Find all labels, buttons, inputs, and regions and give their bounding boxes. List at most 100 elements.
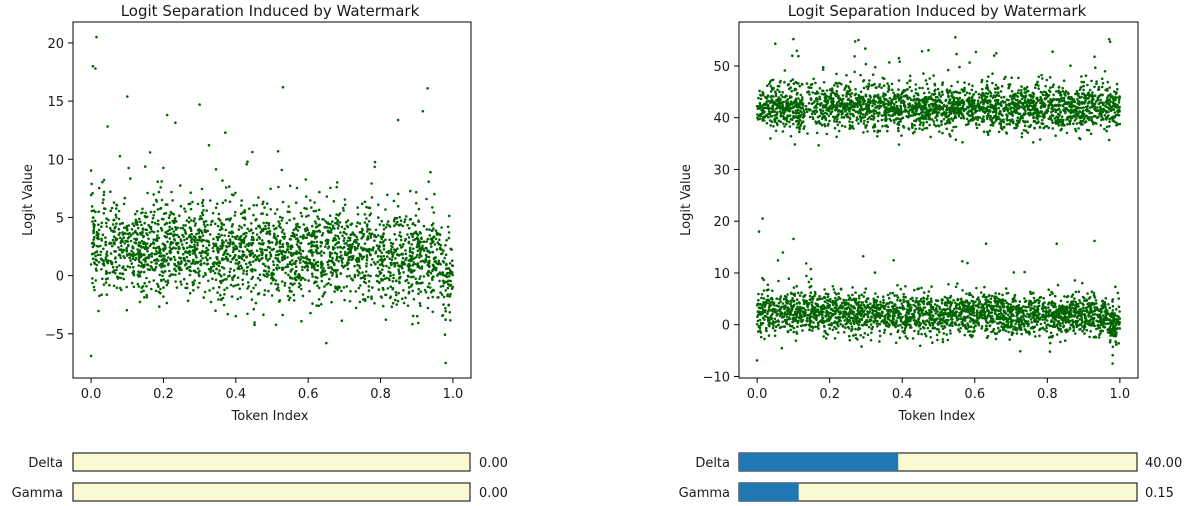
scatter-point xyxy=(983,285,986,289)
delta-slider[interactable]: Delta 0.00 xyxy=(28,452,508,472)
scatter-point xyxy=(172,238,176,241)
scatter-point xyxy=(387,251,391,255)
scatter-point xyxy=(413,256,416,260)
scatter-point xyxy=(214,309,217,313)
scatter-point xyxy=(1096,307,1099,311)
scatter-point xyxy=(102,178,106,182)
scatter-point xyxy=(118,272,122,275)
scatter-point xyxy=(1110,333,1113,336)
scatter-point xyxy=(850,304,853,307)
scatter-point xyxy=(133,253,136,257)
scatter-point xyxy=(162,247,165,250)
scatter-point xyxy=(92,226,96,229)
scatter-point xyxy=(368,228,372,231)
scatter-point xyxy=(1042,296,1045,300)
scatter-point xyxy=(352,233,356,236)
scatter-point xyxy=(195,232,198,236)
scatter-point xyxy=(385,264,388,268)
scatter-point xyxy=(217,264,221,268)
scatter-point xyxy=(1020,306,1024,310)
scatter-point xyxy=(1001,300,1004,303)
scatter-point xyxy=(380,251,384,255)
scatter-point xyxy=(842,314,845,317)
scatter-point xyxy=(947,318,950,322)
slider-track[interactable] xyxy=(72,482,471,502)
scatter-point xyxy=(999,315,1002,318)
scatter-point xyxy=(839,322,842,326)
scatter-point xyxy=(281,243,285,246)
scatter-point xyxy=(1001,322,1004,326)
scatter-point xyxy=(1001,298,1005,301)
scatter-point xyxy=(862,310,865,314)
scatter-point xyxy=(258,237,262,240)
scatter-point xyxy=(384,238,387,242)
scatter-point xyxy=(182,224,185,227)
scatter-point xyxy=(422,224,426,228)
scatter-point xyxy=(863,323,867,326)
scatter-point xyxy=(813,316,817,319)
scatter-point xyxy=(278,222,282,225)
scatter-point xyxy=(1012,271,1016,274)
scatter-point xyxy=(988,324,992,328)
scatter-point xyxy=(882,301,885,304)
scatter-point xyxy=(271,276,274,280)
right-panel: Logit Separation Induced by Watermark 0.… xyxy=(679,2,1182,502)
scatter-point xyxy=(984,298,987,301)
scatter-point xyxy=(188,216,191,219)
scatter-point xyxy=(222,223,226,226)
scatter-point xyxy=(975,314,979,318)
scatter-point xyxy=(438,261,441,265)
scatter-point xyxy=(145,296,149,299)
scatter-point xyxy=(318,223,322,227)
scatter-point xyxy=(1067,314,1071,317)
scatter-point xyxy=(887,296,891,300)
gamma-slider[interactable]: Gamma 0.00 xyxy=(12,482,508,502)
scatter-point xyxy=(374,228,378,232)
scatter-point xyxy=(209,223,213,226)
scatter-point xyxy=(914,300,917,304)
scatter-point xyxy=(420,267,424,270)
scatter-point xyxy=(891,323,895,327)
scatter-point xyxy=(191,252,195,255)
scatter-point xyxy=(439,285,443,288)
scatter-point xyxy=(324,220,327,223)
scatter-point xyxy=(157,190,161,194)
slider-track[interactable] xyxy=(72,452,471,472)
scatter-point xyxy=(117,227,121,231)
scatter-point xyxy=(217,212,221,216)
scatter-point xyxy=(277,185,280,189)
scatter-point xyxy=(1098,326,1102,330)
scatter-point xyxy=(137,270,140,274)
scatter-point xyxy=(316,246,320,250)
scatter-point xyxy=(1012,314,1015,318)
scatter-point xyxy=(213,271,217,275)
scatter-point xyxy=(185,255,189,259)
scatter-point xyxy=(290,282,293,286)
scatter-point xyxy=(307,214,310,217)
scatter-point xyxy=(181,233,184,237)
scatter-point xyxy=(878,334,882,338)
scatter-point xyxy=(180,283,183,286)
scatter-point xyxy=(1047,336,1051,339)
scatter-point xyxy=(158,273,162,277)
scatter-point xyxy=(343,242,347,245)
scatter-point xyxy=(813,290,817,294)
scatter-point xyxy=(145,256,148,260)
scatter-point xyxy=(276,253,280,257)
scatter-point xyxy=(100,225,103,228)
scatter-point xyxy=(115,207,118,210)
scatter-point xyxy=(166,279,170,282)
scatter-point xyxy=(375,244,379,247)
scatter-point xyxy=(411,264,415,267)
scatter-point xyxy=(426,263,430,267)
scatter-point xyxy=(417,219,420,222)
scatter-point xyxy=(977,296,980,299)
scatter-point xyxy=(946,338,950,342)
scatter-point xyxy=(431,206,434,209)
scatter-point xyxy=(924,334,928,338)
scatter-point xyxy=(292,299,296,302)
scatter-point xyxy=(382,240,385,243)
scatter-point xyxy=(305,226,309,230)
scatter-point xyxy=(1095,319,1098,323)
scatter-point xyxy=(1029,326,1033,330)
